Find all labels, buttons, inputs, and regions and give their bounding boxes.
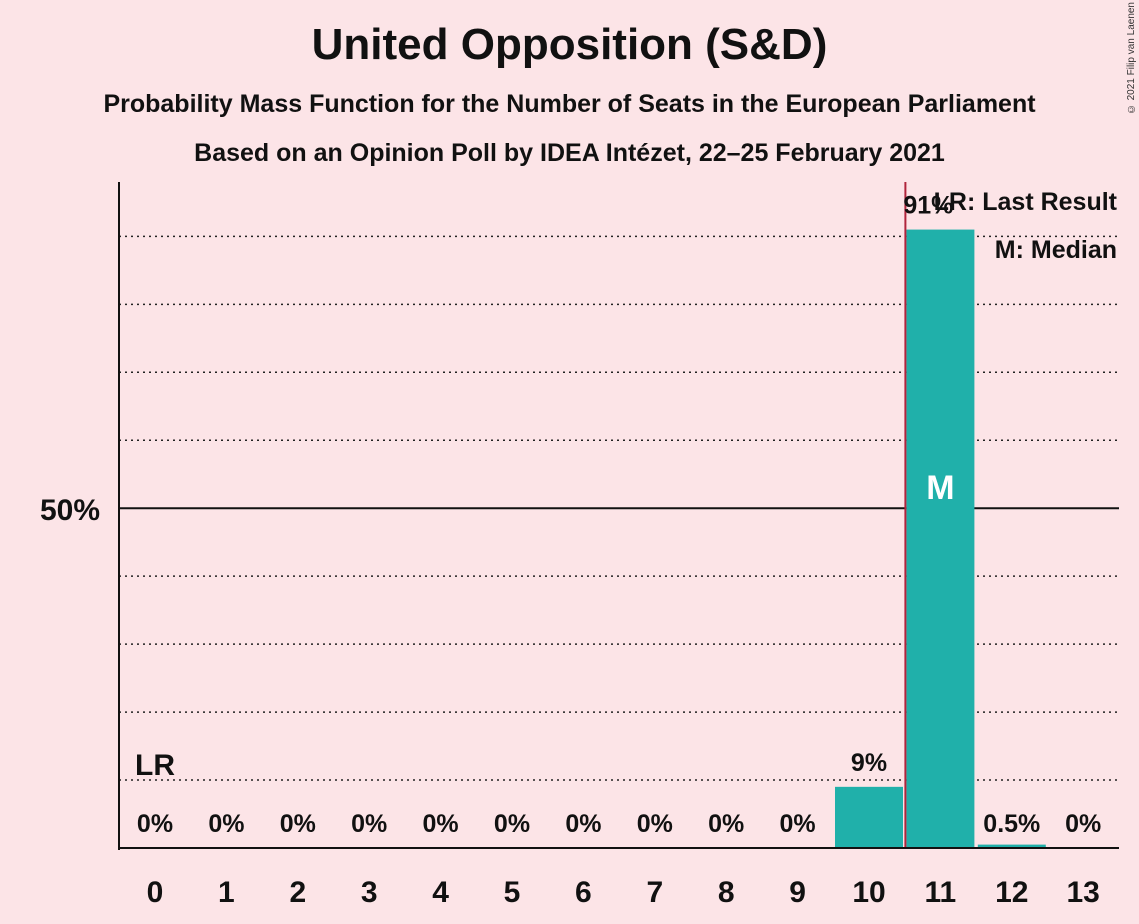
x-tick-label: 13 bbox=[1067, 876, 1100, 909]
x-tick-label: 11 bbox=[925, 876, 957, 909]
x-tick-label: 6 bbox=[575, 876, 592, 909]
chart-source-subtitle: Based on an Opinion Poll by IDEA Intézet… bbox=[194, 139, 945, 167]
data-label-seat-3: 0% bbox=[351, 810, 387, 838]
x-tick-label: 7 bbox=[646, 876, 663, 909]
data-label-seat-7: 0% bbox=[637, 810, 673, 838]
x-tick-label: 12 bbox=[995, 876, 1028, 909]
x-tick-label: 10 bbox=[852, 876, 885, 909]
chart-subtitle: Probability Mass Function for the Number… bbox=[103, 90, 1036, 118]
x-tick-label: 0 bbox=[147, 876, 164, 909]
data-label-seat-0: 0% bbox=[137, 810, 173, 838]
data-label-seat-9: 0% bbox=[780, 810, 816, 838]
data-label-seat-1: 0% bbox=[208, 810, 244, 838]
x-tick-label: 9 bbox=[789, 876, 806, 909]
bar-seat-12 bbox=[977, 844, 1046, 848]
data-label-seat-4: 0% bbox=[423, 810, 459, 838]
x-tick-label: 2 bbox=[289, 876, 306, 909]
x-tick-label: 8 bbox=[718, 876, 735, 909]
x-tick-label: 1 bbox=[218, 876, 235, 909]
bar-seat-11 bbox=[906, 229, 975, 849]
last-result-marker: LR bbox=[135, 749, 175, 782]
data-label-seat-13: 0% bbox=[1065, 810, 1101, 838]
data-label-seat-8: 0% bbox=[708, 810, 744, 838]
chart-title: United Opposition (S&D) bbox=[311, 20, 828, 69]
x-tick-label: 4 bbox=[432, 876, 449, 909]
data-label-seat-2: 0% bbox=[280, 810, 316, 838]
data-label-seat-5: 0% bbox=[494, 810, 530, 838]
data-label-seat-10: 9% bbox=[851, 749, 887, 777]
data-label-seat-12: 0.5% bbox=[983, 810, 1040, 838]
data-label-seat-11: 91% bbox=[903, 192, 953, 220]
data-label-seat-6: 0% bbox=[565, 810, 601, 838]
bar-seat-10 bbox=[835, 786, 903, 848]
legend-median: M: Median bbox=[995, 236, 1117, 264]
legend-last-result: LR: Last Result bbox=[934, 188, 1118, 216]
x-tick-label: 5 bbox=[504, 876, 521, 909]
x-tick-label: 3 bbox=[361, 876, 378, 909]
y-tick-label: 50% bbox=[40, 494, 100, 527]
median-marker: M bbox=[926, 469, 954, 507]
